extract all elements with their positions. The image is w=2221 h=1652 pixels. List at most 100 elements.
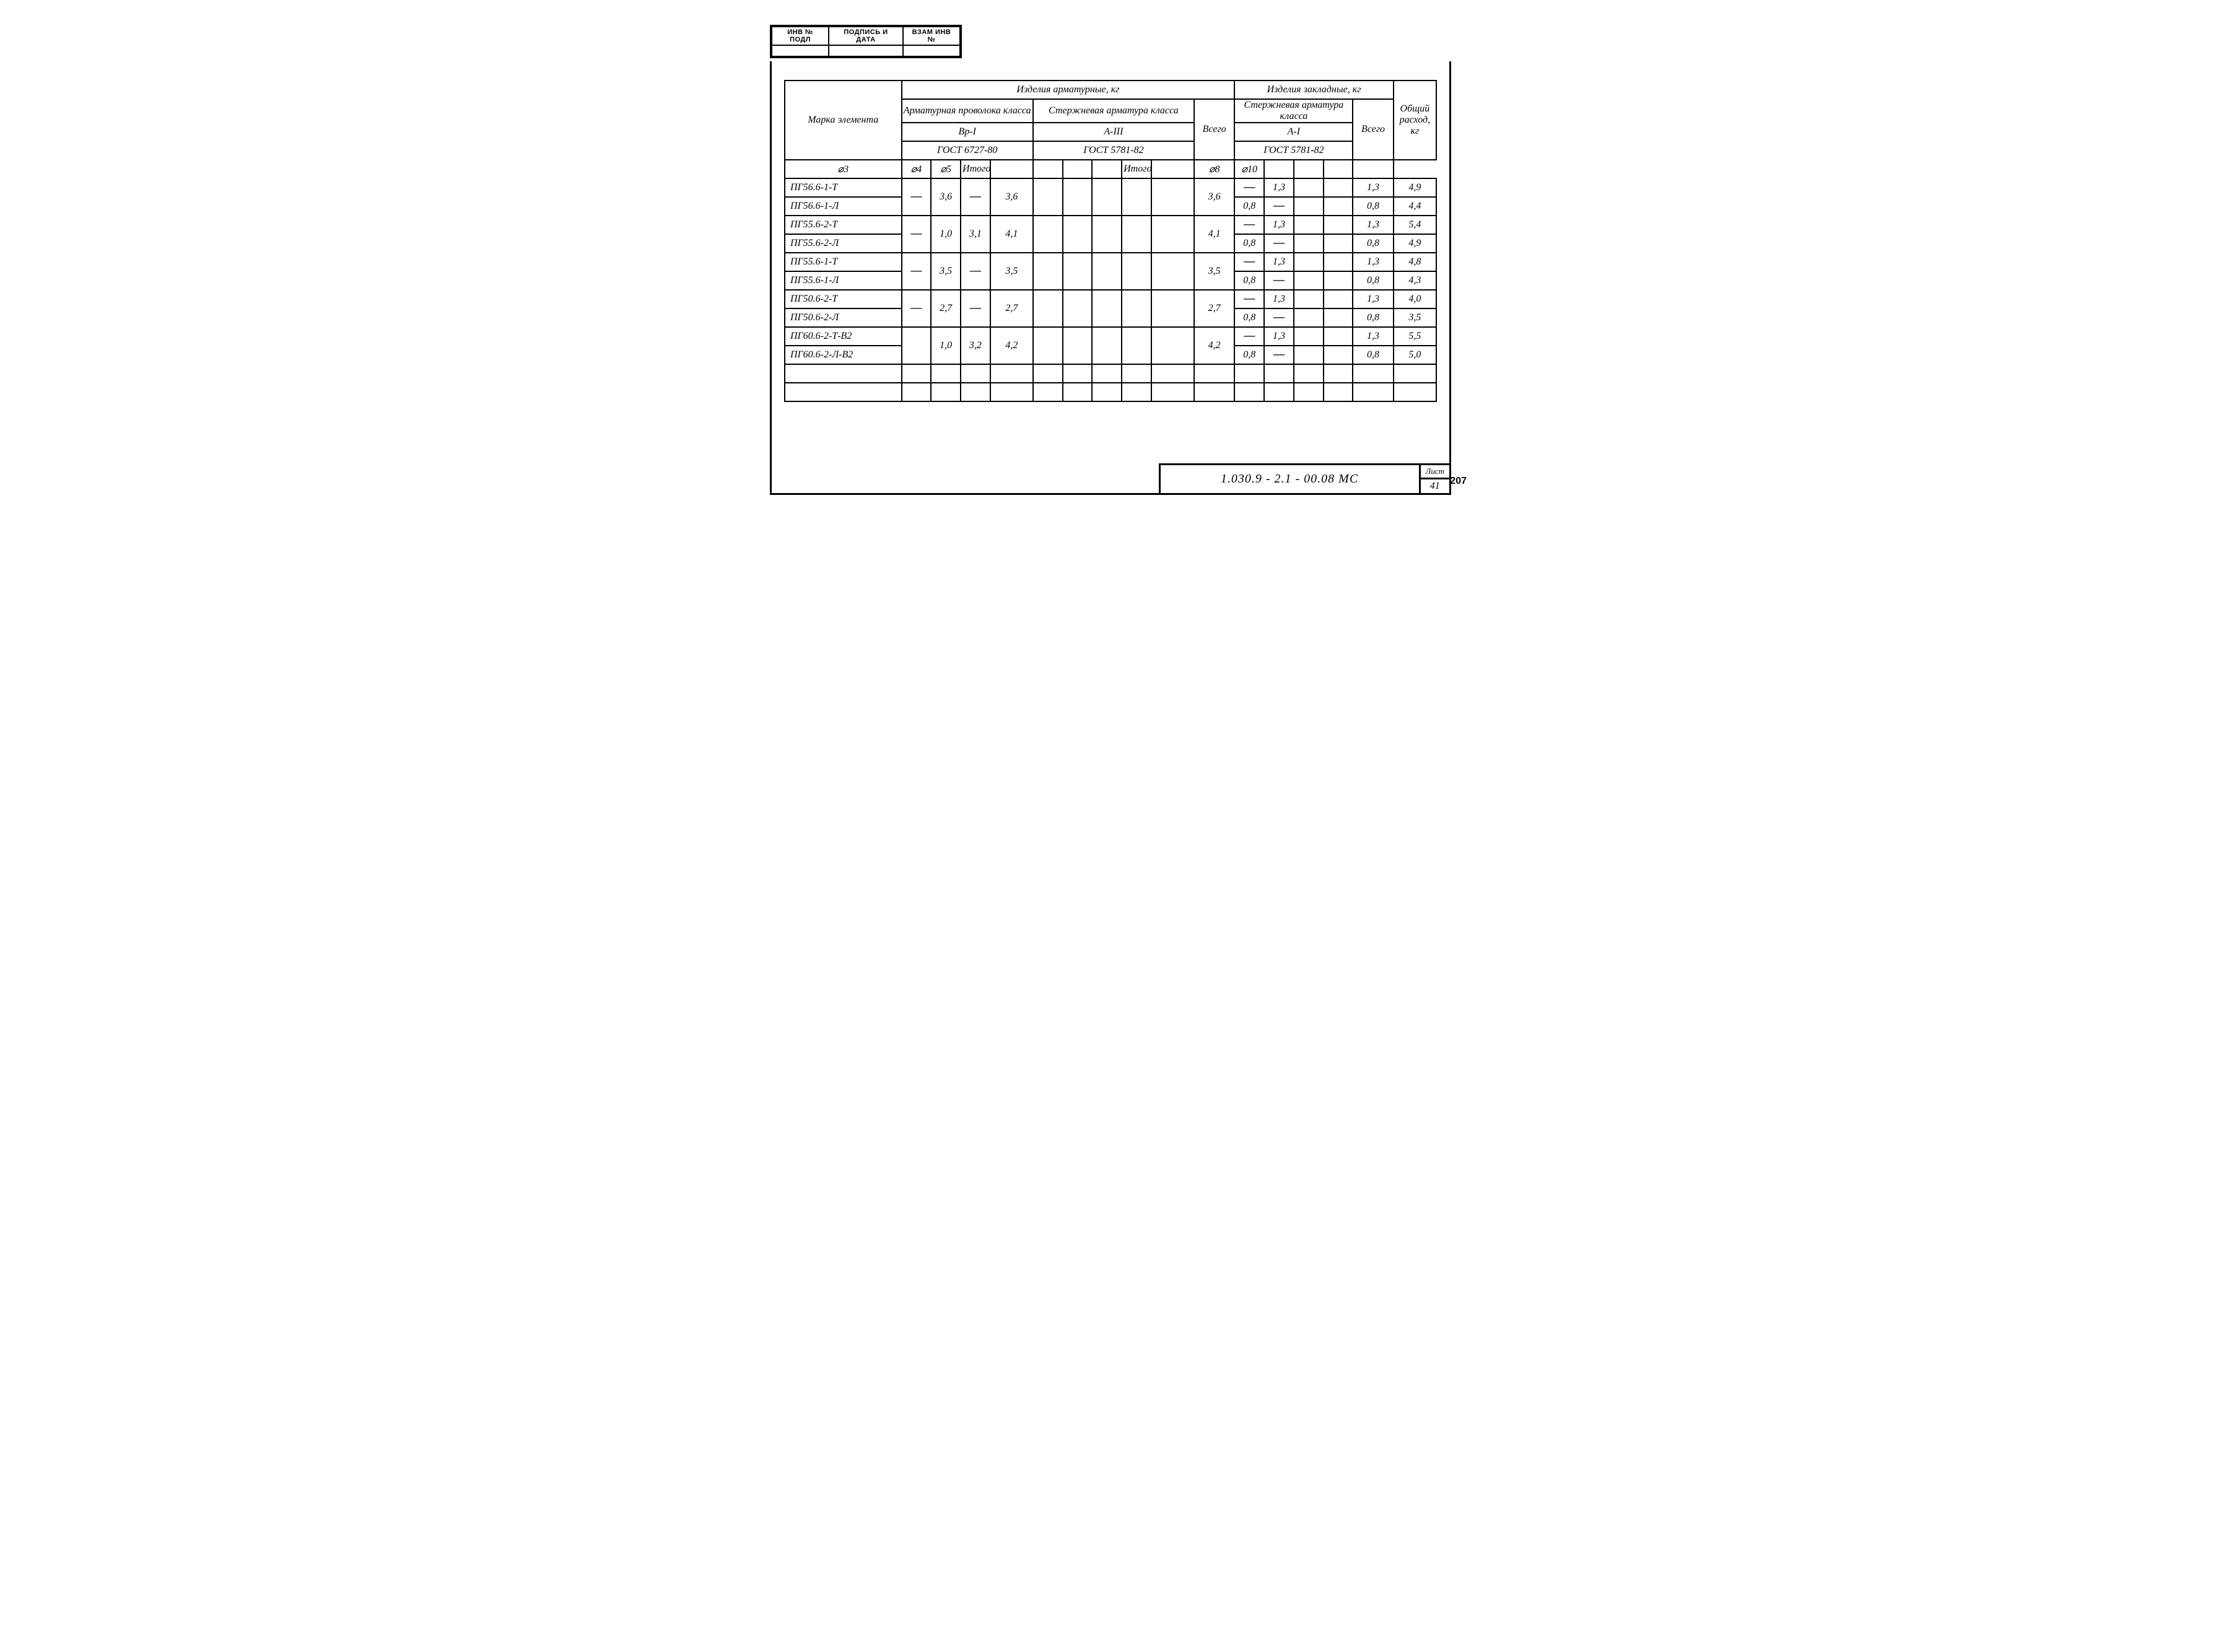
cell xyxy=(1294,290,1324,308)
hdr-arm-products: Изделия арматурные, кг xyxy=(902,81,1235,99)
cell: 2,7 xyxy=(990,290,1033,327)
col-total: Общий расход, кг xyxy=(1394,81,1436,160)
sheet-number: 41 xyxy=(1420,479,1450,494)
col-blank xyxy=(1063,160,1093,178)
stamp-cell: ИНВ № ПОДЛ xyxy=(772,27,829,45)
cell: — xyxy=(1264,308,1294,327)
col-d8: ⌀8 xyxy=(1194,160,1234,178)
cell: 0,8 xyxy=(1234,234,1264,253)
cell: 4,3 xyxy=(1394,271,1436,290)
cell: 0,8 xyxy=(1234,346,1264,364)
revision-stamp: ИНВ № ПОДЛ ПОДПИСЬ И ДАТА ВЗАМ ИНВ № xyxy=(770,25,962,58)
cell: 0,8 xyxy=(1353,346,1393,364)
cell: — xyxy=(902,178,932,216)
cell-mark: ПГ50.6-2-Т xyxy=(785,290,902,308)
cell: 3,6 xyxy=(990,178,1033,216)
table-row: ПГ60.6-2-Т-В21,03,24,24,2—1,31,35,5 xyxy=(785,327,1436,346)
cell-mark: ПГ50.6-2-Л xyxy=(785,308,902,327)
cell xyxy=(1324,327,1353,346)
table-row: ПГ55.6-1-Т—3,5—3,53,5—1,31,34,8 xyxy=(785,253,1436,271)
cell xyxy=(1122,290,1151,327)
col-blank xyxy=(1324,160,1353,178)
cell xyxy=(1063,290,1093,327)
title-block: 1.030.9 - 2.1 - 00.08 МС Лист 41 xyxy=(1159,463,1451,495)
hdr-a1: А-I xyxy=(1234,123,1353,141)
cell xyxy=(1324,308,1353,327)
col-d5: ⌀5 xyxy=(931,160,961,178)
cell xyxy=(1324,178,1353,197)
cell: 5,0 xyxy=(1394,346,1436,364)
cell xyxy=(1063,327,1093,364)
cell xyxy=(1151,253,1194,290)
cell xyxy=(1122,216,1151,253)
cell: 1,3 xyxy=(1264,216,1294,234)
cell-mark: ПГ60.6-2-Т-В2 xyxy=(785,327,902,346)
col-itogo: Итого xyxy=(1122,160,1151,178)
cell xyxy=(1092,290,1122,327)
col-blank xyxy=(1092,160,1122,178)
col-blank xyxy=(1151,160,1194,178)
cell: 3,5 xyxy=(1194,253,1234,290)
cell-mark: ПГ55.6-1-Т xyxy=(785,253,902,271)
cell: — xyxy=(1234,178,1264,197)
cell: — xyxy=(1264,346,1294,364)
cell xyxy=(1063,216,1093,253)
hdr-gost3: ГОСТ 5781-82 xyxy=(1234,141,1353,160)
cell: — xyxy=(1234,327,1264,346)
cell: 5,5 xyxy=(1394,327,1436,346)
cell: — xyxy=(1264,197,1294,216)
cell: 3,5 xyxy=(990,253,1033,290)
cell xyxy=(1294,253,1324,271)
empty-row xyxy=(785,383,1436,401)
cell: — xyxy=(961,290,990,327)
cell: — xyxy=(961,178,990,216)
cell: 0,8 xyxy=(1234,308,1264,327)
table-row: ПГ50.6-2-Т—2,7—2,72,7—1,31,34,0 xyxy=(785,290,1436,308)
stamp-cell: ВЗАМ ИНВ № xyxy=(903,27,960,45)
hdr-gost2: ГОСТ 5781-82 xyxy=(1033,141,1194,160)
cell-mark: ПГ60.6-2-Л-В2 xyxy=(785,346,902,364)
cell xyxy=(1151,290,1194,327)
cell xyxy=(1294,271,1324,290)
cell xyxy=(1294,234,1324,253)
sheet-label: Лист xyxy=(1420,465,1450,479)
cell xyxy=(1324,346,1353,364)
cell xyxy=(1151,216,1194,253)
table-body: ПГ56.6-1-Т—3,6—3,63,6—1,31,34,9ПГ56.6-1-… xyxy=(785,178,1436,364)
cell: — xyxy=(902,216,932,253)
cell: 0,8 xyxy=(1353,271,1393,290)
cell: 1,3 xyxy=(1264,253,1294,271)
empty-row xyxy=(785,364,1436,383)
reinforcement-table: Марка элемента Изделия арматурные, кг Из… xyxy=(784,80,1437,402)
doc-number: 1.030.9 - 2.1 - 00.08 МС xyxy=(1159,465,1420,494)
cell: 1,3 xyxy=(1264,290,1294,308)
col-mark: Марка элемента xyxy=(785,81,902,160)
drawing-frame: Марка элемента Изделия арматурные, кг Из… xyxy=(770,61,1451,495)
cell xyxy=(1294,327,1324,346)
table-row: ПГ55.6-2-Т—1,03,14,14,1—1,31,35,4 xyxy=(785,216,1436,234)
cell xyxy=(1151,327,1194,364)
cell: 1,3 xyxy=(1353,216,1393,234)
cell xyxy=(902,327,932,364)
col-vsego2: Всего xyxy=(1353,99,1393,160)
hdr-a3: А-III xyxy=(1033,123,1194,141)
cell: — xyxy=(902,253,932,290)
cell xyxy=(1324,253,1353,271)
cell xyxy=(1294,197,1324,216)
cell xyxy=(1033,216,1063,253)
cell xyxy=(1033,178,1063,216)
cell: 1,3 xyxy=(1264,327,1294,346)
cell xyxy=(1092,178,1122,216)
cell: 1,0 xyxy=(931,216,961,253)
col-vsego1: Всего xyxy=(1194,99,1234,160)
col-blank xyxy=(1353,160,1393,178)
col-d10: ⌀10 xyxy=(1234,160,1264,178)
cell: — xyxy=(1234,290,1264,308)
stamp-cell: ПОДПИСЬ И ДАТА xyxy=(829,27,903,45)
col-blank xyxy=(1264,160,1294,178)
cell: — xyxy=(1234,253,1264,271)
cell: 0,8 xyxy=(1353,308,1393,327)
cell: 0,8 xyxy=(1353,234,1393,253)
page-number: 207 xyxy=(1450,476,1467,487)
cell xyxy=(1122,253,1151,290)
